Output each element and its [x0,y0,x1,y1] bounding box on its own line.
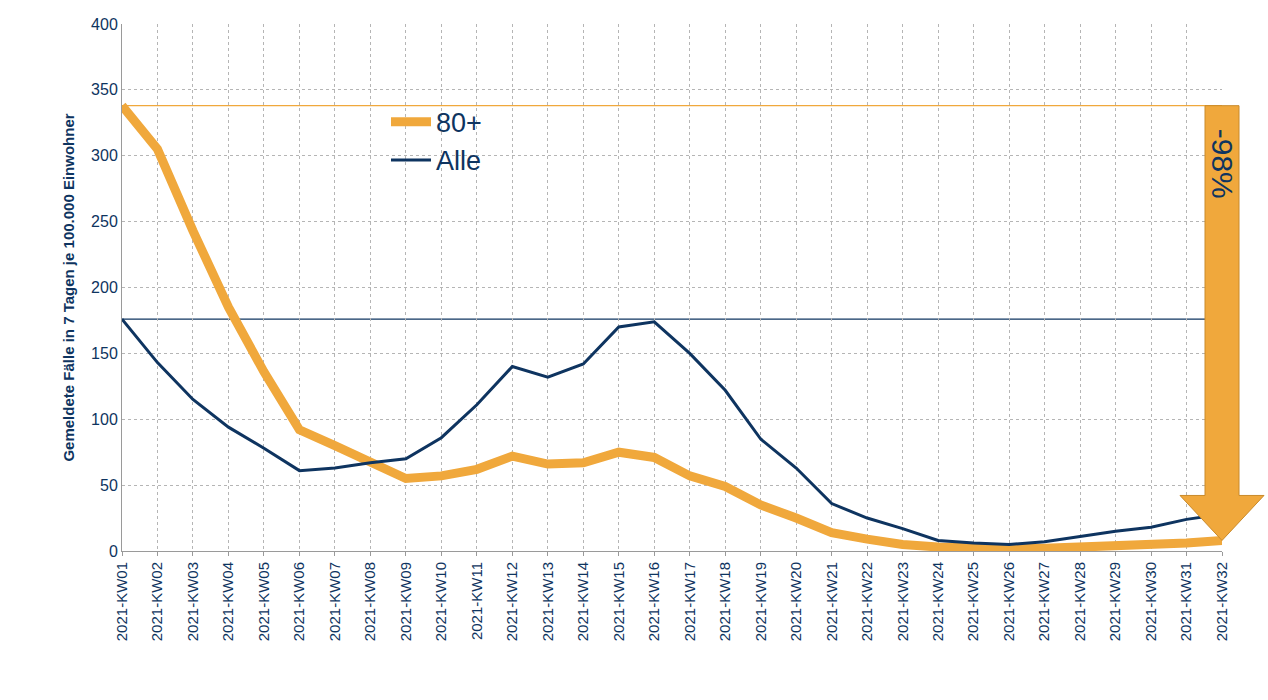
svg-text:-98%: -98% [1206,129,1239,199]
svg-text:2021-KW25: 2021-KW25 [964,562,981,641]
svg-text:2021-KW06: 2021-KW06 [290,562,307,641]
svg-text:2021-KW31: 2021-KW31 [1177,562,1194,641]
svg-text:2021-KW32: 2021-KW32 [1213,562,1230,641]
svg-text:0: 0 [109,543,118,560]
svg-text:2021-KW02: 2021-KW02 [148,562,165,641]
svg-text:2021-KW05: 2021-KW05 [255,562,272,641]
svg-text:2021-KW13: 2021-KW13 [539,562,556,641]
svg-text:2021-KW16: 2021-KW16 [645,562,662,641]
svg-text:2021-KW17: 2021-KW17 [681,562,698,641]
svg-text:80+: 80+ [436,108,482,138]
svg-text:2021-KW26: 2021-KW26 [1000,562,1017,641]
svg-text:2021-KW04: 2021-KW04 [219,562,236,641]
svg-text:2021-KW09: 2021-KW09 [397,562,414,641]
svg-text:2021-KW07: 2021-KW07 [326,562,343,641]
svg-text:2021-KW27: 2021-KW27 [1035,562,1052,641]
svg-text:400: 400 [91,16,118,33]
svg-text:2021-KW18: 2021-KW18 [716,562,733,641]
svg-text:2021-KW10: 2021-KW10 [432,562,449,641]
svg-text:2021-KW24: 2021-KW24 [929,562,946,641]
svg-text:250: 250 [91,213,118,230]
svg-text:100: 100 [91,411,118,428]
svg-text:2021-KW22: 2021-KW22 [858,562,875,641]
svg-text:2021-KW23: 2021-KW23 [894,562,911,641]
svg-text:150: 150 [91,345,118,362]
svg-text:2021-KW14: 2021-KW14 [574,562,591,641]
svg-text:2021-KW03: 2021-KW03 [184,562,201,641]
svg-text:2021-KW30: 2021-KW30 [1142,562,1159,641]
svg-text:300: 300 [91,147,118,164]
svg-text:Gemeldete Fälle in 7 Tagen je: Gemeldete Fälle in 7 Tagen je 100.000 Ei… [60,113,77,461]
svg-text:2021-KW11: 2021-KW11 [468,562,485,640]
svg-text:200: 200 [91,279,118,296]
svg-text:2021-KW15: 2021-KW15 [610,562,627,641]
svg-text:50: 50 [100,477,118,494]
svg-text:2021-KW19: 2021-KW19 [752,562,769,641]
svg-text:2021-KW28: 2021-KW28 [1071,562,1088,641]
svg-text:2021-KW20: 2021-KW20 [787,562,804,641]
svg-text:350: 350 [91,81,118,98]
svg-text:2021-KW01: 2021-KW01 [113,562,130,641]
svg-text:Alle: Alle [436,146,481,176]
svg-text:2021-KW21: 2021-KW21 [823,562,840,641]
svg-text:2021-KW12: 2021-KW12 [503,562,520,641]
svg-text:2021-KW08: 2021-KW08 [361,562,378,641]
svg-text:2021-KW29: 2021-KW29 [1106,562,1123,641]
